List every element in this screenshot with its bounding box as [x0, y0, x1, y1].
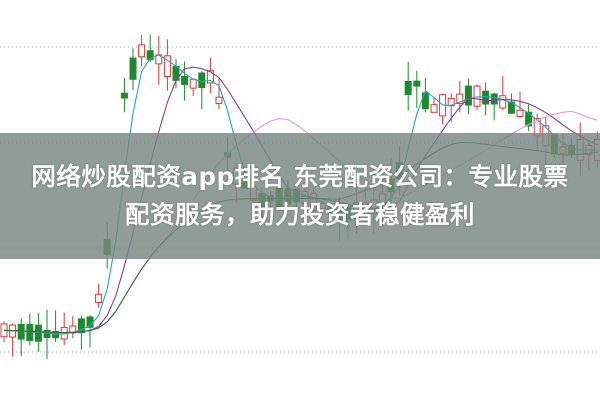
candle-body — [120, 92, 128, 99]
candle-body — [215, 96, 223, 104]
candle-body — [404, 80, 412, 96]
candle-body — [456, 93, 464, 105]
candle-body — [430, 104, 438, 113]
candle-body — [206, 70, 214, 84]
candle-body — [95, 293, 103, 304]
candle-body — [52, 331, 60, 339]
candle-body — [129, 57, 137, 80]
candle-body — [198, 72, 206, 89]
candle-body — [77, 318, 85, 334]
candle-body — [499, 95, 507, 109]
candle-body — [181, 76, 189, 85]
candle-body — [163, 55, 171, 78]
candle-body — [473, 85, 481, 107]
headline-line-1: 网络炒股配资app排名 东莞配资公司：专业股票 — [31, 162, 569, 191]
candle-body — [138, 44, 146, 58]
candle-body — [189, 78, 197, 89]
headline-overlay: 网络炒股配资app排名 东莞配资公司：专业股票 配资服务，助力投资者稳健盈利 — [0, 133, 600, 259]
candle-body — [525, 111, 533, 127]
candle-body — [507, 101, 515, 114]
candle-body — [464, 85, 472, 106]
candle-body — [146, 50, 154, 60]
headline-line-2: 配资服务，助力投资者稳健盈利 — [125, 200, 475, 229]
candle-body — [421, 92, 429, 110]
candle-body — [413, 80, 421, 87]
candle-body — [490, 93, 498, 105]
candle-body — [482, 90, 490, 105]
candle-body — [516, 109, 524, 117]
